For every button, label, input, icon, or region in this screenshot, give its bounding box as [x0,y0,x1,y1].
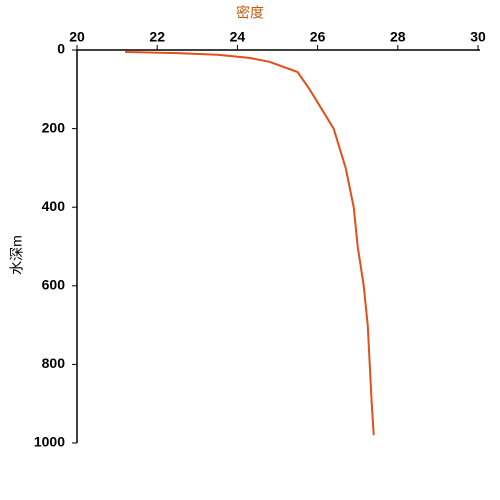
y-tick-label: 800 [42,355,66,371]
x-tick-label: 26 [310,29,326,45]
x-tick-label: 20 [69,29,85,45]
y-tick-label: 0 [57,41,65,57]
x-tick-label: 22 [149,29,165,45]
y-tick-label: 400 [42,198,66,214]
x-tick-label: 30 [470,29,486,45]
x-axis-title: 密度 [236,5,264,21]
y-tick-label: 1000 [34,434,65,450]
x-tick-label: 24 [230,29,246,45]
y-axis-title: 水深m [9,235,25,275]
y-tick-label: 600 [42,277,66,293]
y-tick-label: 200 [42,119,66,135]
data-line [125,50,375,436]
x-tick-label: 28 [390,29,406,45]
